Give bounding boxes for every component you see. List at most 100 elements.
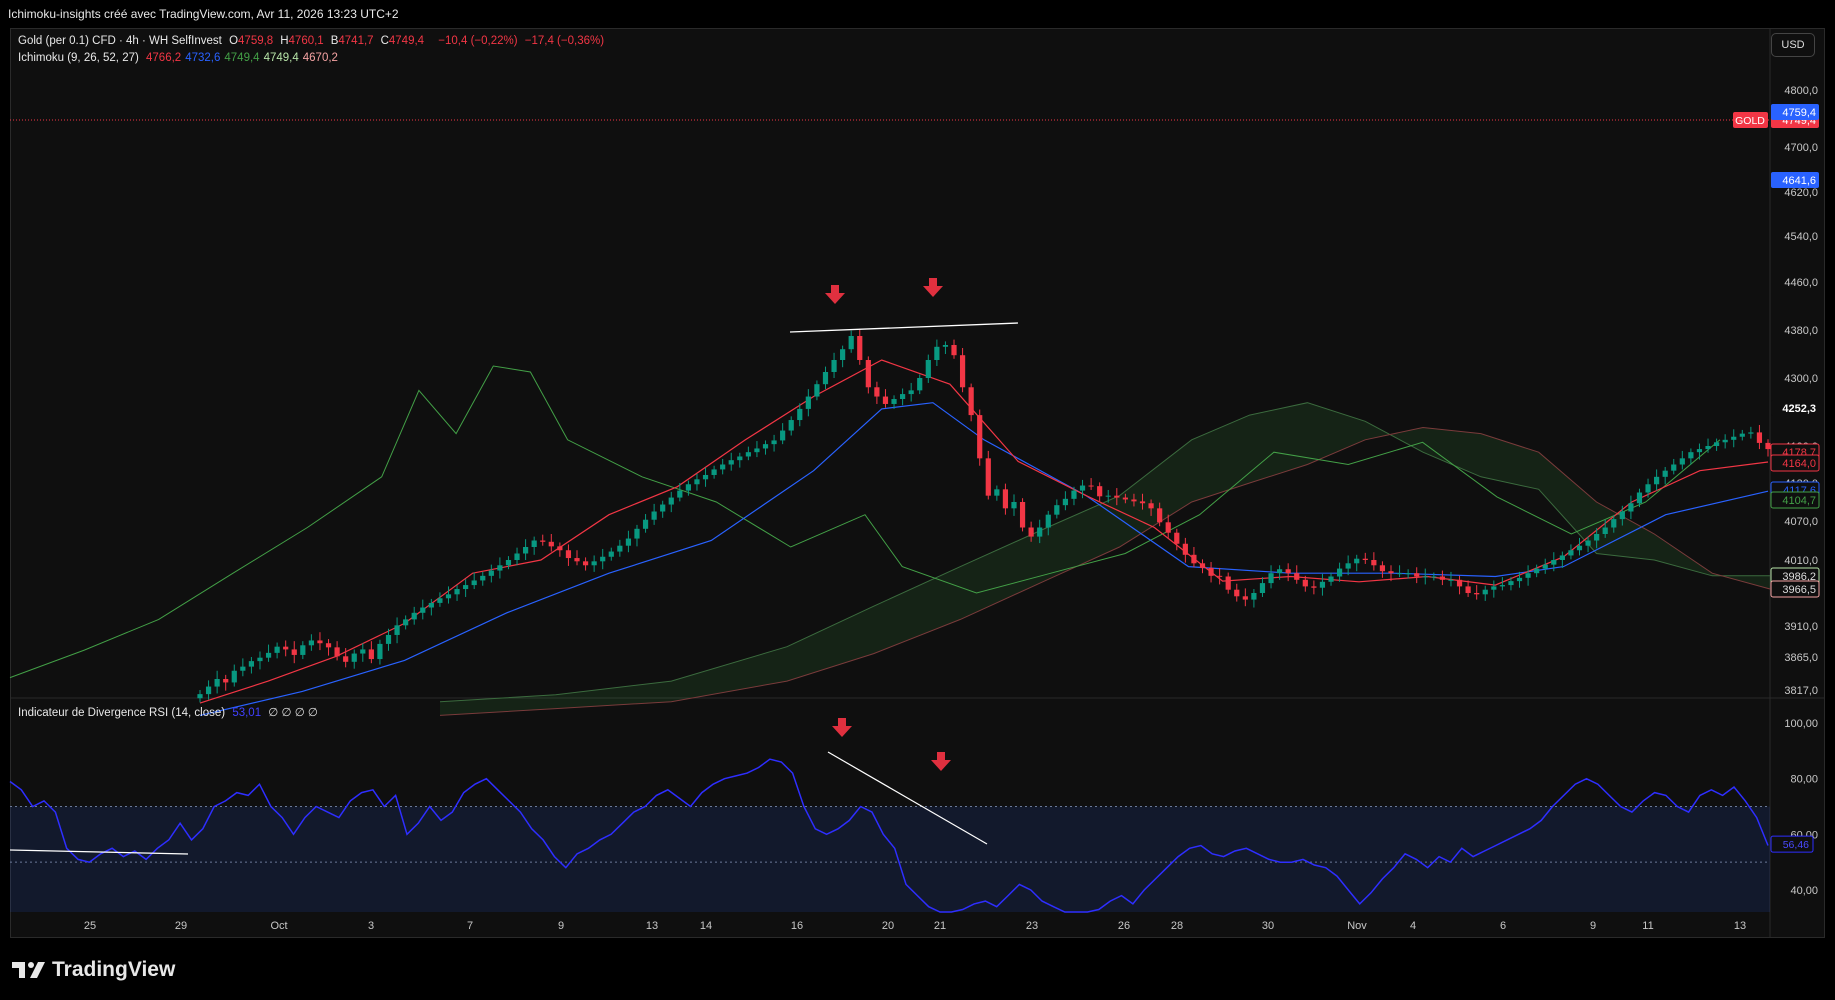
candle-body <box>1414 573 1420 577</box>
candle-body <box>985 458 991 496</box>
candle-body <box>1654 476 1660 485</box>
candle-body <box>1765 442 1771 450</box>
tradingview-logo[interactable]: TradingView <box>12 958 175 982</box>
candle-body <box>874 387 880 397</box>
currency-button[interactable]: USD <box>1771 33 1815 57</box>
candle-body <box>1242 596 1248 600</box>
candle-body <box>831 360 837 372</box>
ohlc-b: B4741,7 <box>330 35 374 47</box>
candle-body <box>694 479 700 485</box>
candle-body <box>1311 586 1317 588</box>
price-badge <box>1771 104 1819 120</box>
time-tick-label: 26 <box>1118 920 1130 932</box>
time-axis: 25 29 Oct 3 7 9 13 14 16 20 21 23 26 28 30 Nov 4 6 9 11 13 <box>84 920 1746 932</box>
time-tick-label: 13 <box>646 920 658 932</box>
ohlc-o: O4759,8 <box>229 35 274 47</box>
time-tick-label: 13 <box>1734 920 1746 932</box>
candle-body <box>565 550 572 559</box>
candle-body <box>488 570 494 576</box>
candle-body <box>1217 575 1223 577</box>
candles <box>197 328 1771 703</box>
candle-body <box>1379 565 1386 572</box>
symbol-badge <box>1733 112 1768 128</box>
price-tick-label: 3910,0 <box>1784 621 1818 633</box>
ichimoku-label[interactable]: Ichimoku (9, 26, 52, 27) <box>18 52 139 64</box>
rsi-label[interactable]: Indicateur de Divergence RSI (14, close) <box>18 707 226 719</box>
candle-body <box>1551 560 1557 565</box>
price-tick-label: 3865,0 <box>1784 652 1818 664</box>
candle-body <box>959 355 966 388</box>
candle-body <box>497 565 503 571</box>
candle-body <box>1011 502 1017 509</box>
candle-body <box>1534 568 1540 574</box>
brand-name: TradingView <box>52 958 176 981</box>
candle-body <box>1277 569 1283 574</box>
candle-body <box>334 647 340 657</box>
time-tick-label: 6 <box>1500 920 1506 932</box>
candle-body <box>240 666 246 671</box>
candle-body <box>377 643 383 660</box>
senkou-span-b <box>439 426 1771 716</box>
price-badge-value: 3986,2 <box>1782 571 1816 583</box>
candle-body <box>385 634 392 644</box>
candle-body <box>223 679 229 683</box>
candle-body <box>822 372 829 385</box>
candle-body <box>891 399 897 404</box>
candle-body <box>608 551 614 557</box>
candle-body <box>300 645 306 655</box>
candle-body <box>1456 579 1463 587</box>
candle-body <box>797 408 803 421</box>
candle-body <box>1525 573 1531 578</box>
price-badge-value: 4641,6 <box>1782 175 1816 187</box>
time-tick-label: Nov <box>1347 920 1367 932</box>
candle-body <box>900 394 906 400</box>
candle-body <box>1037 527 1043 537</box>
rsi-extras: ∅ ∅ ∅ ∅ <box>268 707 318 719</box>
candle-body <box>248 661 255 667</box>
rsi-tick-label: 40,00 <box>1790 885 1818 897</box>
candle-body <box>1585 540 1591 546</box>
rsi-support-line <box>9 849 189 855</box>
rsi-arrow-1-shaft <box>838 718 846 726</box>
tenkan-sen <box>199 359 1769 704</box>
time-tick-label: Oct <box>270 920 287 932</box>
candle-body <box>325 643 332 648</box>
time-tick-label: 20 <box>882 920 894 932</box>
candle-body <box>1208 567 1214 576</box>
candle-body <box>1679 458 1685 465</box>
symbol-label[interactable]: Gold (per 0.1) CFD · 4h · WH SelfInvest <box>18 35 222 47</box>
candle-body <box>1182 543 1188 555</box>
candle-body <box>317 640 323 644</box>
candle-body <box>454 589 460 595</box>
price-badge-value: 4252,3 <box>1782 403 1816 415</box>
price-tick-label: 4010,0 <box>1784 555 1818 567</box>
ichimoku-values: 4766,2 4732,6 4749,4 4749,4 4670,2 <box>146 52 342 64</box>
price-tick-label: 4300,0 <box>1784 373 1818 385</box>
time-tick-label: 21 <box>934 920 946 932</box>
candle-body <box>1388 571 1394 574</box>
ichimoku-value-2: 4749,4 <box>224 52 260 64</box>
candle-body <box>994 489 1000 496</box>
candle-body <box>1748 432 1754 434</box>
candle-body <box>925 360 931 378</box>
candle-body <box>634 528 640 539</box>
candle-body <box>1439 576 1446 580</box>
candle-body <box>660 504 666 512</box>
rsi-divergence-line <box>827 751 988 845</box>
candle-body <box>591 561 597 566</box>
candle-body <box>720 464 726 470</box>
time-tick-label: 23 <box>1026 920 1038 932</box>
candle-body <box>274 646 280 653</box>
candle-body <box>1568 550 1574 556</box>
candle-body <box>1508 581 1514 586</box>
candle-body <box>642 519 649 529</box>
candle-body <box>1139 501 1146 504</box>
candle-body <box>1199 563 1206 568</box>
time-tick-label: 29 <box>175 920 187 932</box>
candle-body <box>1191 554 1197 564</box>
candle-body <box>1079 485 1086 491</box>
time-tick-label: 30 <box>1262 920 1274 932</box>
candle-body <box>1045 514 1051 528</box>
candle-body <box>1594 534 1600 541</box>
